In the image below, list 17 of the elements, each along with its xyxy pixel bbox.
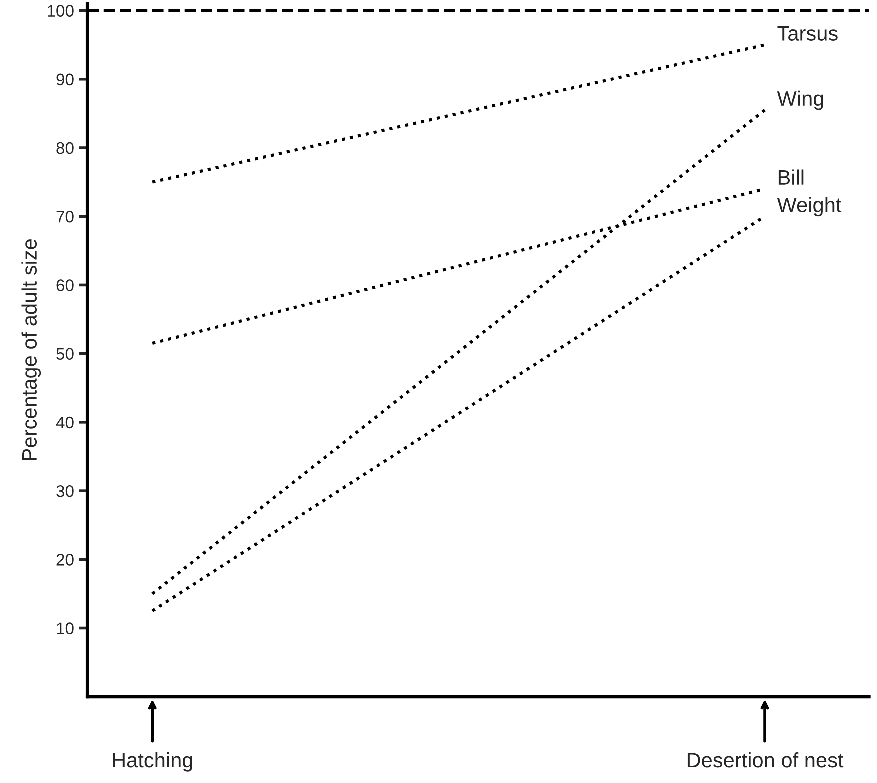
y-tick-label: 70: [56, 211, 74, 223]
series-label: Wing: [777, 90, 824, 110]
y-tick-label: 90: [56, 74, 74, 86]
y-tick-label: 40: [56, 416, 74, 429]
y-tick-label: 60: [56, 280, 74, 292]
y-tick-label: 20: [56, 554, 74, 566]
y-tick-label: 30: [56, 485, 74, 498]
series-label: Weight: [777, 197, 842, 217]
x-tick-label: Hatching: [113, 752, 192, 772]
y-tick-label: 80: [56, 142, 74, 154]
y-tick-label: 50: [56, 348, 74, 360]
y-tick-label: 100: [48, 5, 74, 17]
y-tick-label: 10: [57, 622, 74, 634]
x-tick-label: Desertion of nest: [688, 752, 844, 768]
series-label: Tarsus: [778, 26, 838, 41]
series-label: Bill: [778, 170, 804, 185]
y-axis-title: Percentage of adult size: [22, 240, 42, 460]
